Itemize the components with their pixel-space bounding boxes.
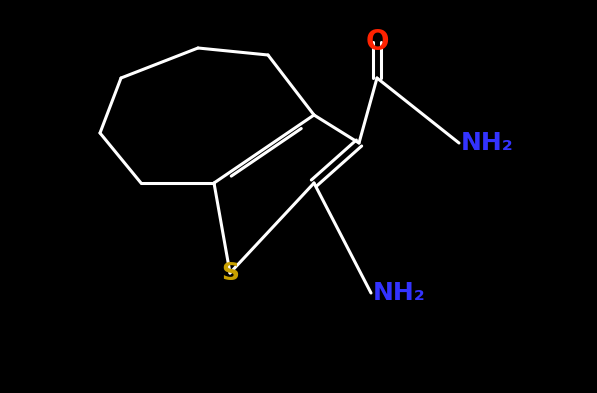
Text: O: O bbox=[365, 28, 389, 56]
Text: NH₂: NH₂ bbox=[373, 281, 426, 305]
Text: NH₂: NH₂ bbox=[461, 131, 514, 155]
Text: S: S bbox=[221, 261, 239, 285]
